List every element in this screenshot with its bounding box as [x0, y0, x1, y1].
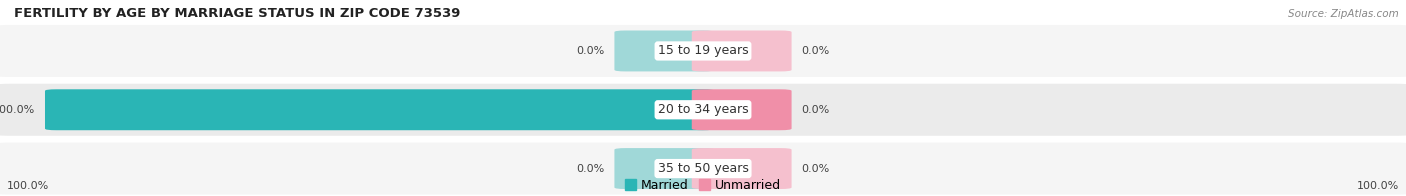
FancyBboxPatch shape: [614, 148, 714, 189]
FancyBboxPatch shape: [692, 31, 792, 71]
Text: 0.0%: 0.0%: [801, 163, 830, 174]
Text: 20 to 34 years: 20 to 34 years: [658, 103, 748, 116]
FancyBboxPatch shape: [45, 89, 714, 130]
Text: 100.0%: 100.0%: [7, 181, 49, 191]
FancyBboxPatch shape: [692, 148, 792, 189]
FancyBboxPatch shape: [0, 25, 1406, 77]
Legend: Married, Unmarried: Married, Unmarried: [624, 179, 782, 192]
Text: 0.0%: 0.0%: [801, 46, 830, 56]
FancyBboxPatch shape: [614, 31, 714, 71]
FancyBboxPatch shape: [0, 142, 1406, 195]
Text: 35 to 50 years: 35 to 50 years: [658, 162, 748, 175]
Text: 0.0%: 0.0%: [801, 105, 830, 115]
FancyBboxPatch shape: [692, 89, 792, 130]
Text: 0.0%: 0.0%: [576, 46, 605, 56]
Text: 100.0%: 100.0%: [0, 105, 35, 115]
FancyBboxPatch shape: [0, 84, 1406, 136]
Text: 15 to 19 years: 15 to 19 years: [658, 44, 748, 57]
Text: FERTILITY BY AGE BY MARRIAGE STATUS IN ZIP CODE 73539: FERTILITY BY AGE BY MARRIAGE STATUS IN Z…: [14, 7, 460, 20]
Text: 100.0%: 100.0%: [1357, 181, 1399, 191]
Text: 0.0%: 0.0%: [576, 163, 605, 174]
Text: Source: ZipAtlas.com: Source: ZipAtlas.com: [1288, 9, 1399, 19]
